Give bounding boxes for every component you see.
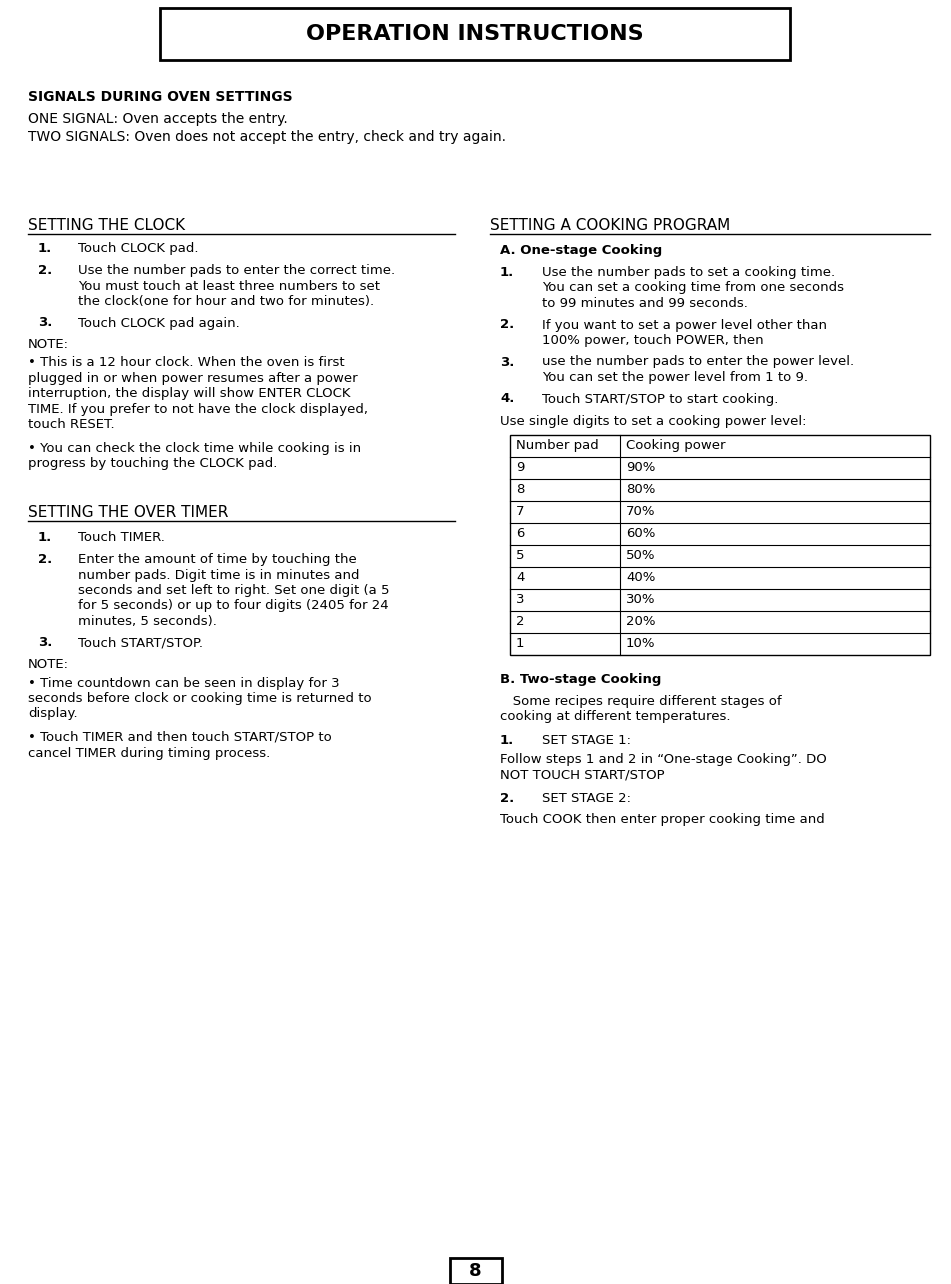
Text: progress by touching the CLOCK pad.: progress by touching the CLOCK pad. (28, 457, 278, 470)
Text: 8: 8 (469, 1262, 482, 1280)
Text: 2.: 2. (38, 553, 52, 566)
Text: 3.: 3. (38, 637, 52, 650)
Text: Use the number pads to enter the correct time.: Use the number pads to enter the correct… (78, 265, 395, 277)
Text: NOTE:: NOTE: (28, 339, 69, 352)
Text: 80%: 80% (626, 483, 655, 496)
Text: to 99 minutes and 99 seconds.: to 99 minutes and 99 seconds. (542, 297, 747, 309)
Text: A. One-stage Cooking: A. One-stage Cooking (500, 244, 662, 257)
Text: • You can check the clock time while cooking is in: • You can check the clock time while coo… (28, 442, 361, 455)
Text: 5: 5 (516, 550, 525, 562)
Text: cooking at different temperatures.: cooking at different temperatures. (500, 710, 730, 723)
Text: plugged in or when power resumes after a power: plugged in or when power resumes after a… (28, 372, 358, 385)
Text: If you want to set a power level other than: If you want to set a power level other t… (542, 318, 827, 331)
Text: 40%: 40% (626, 571, 655, 584)
Text: interruption, the display will show ENTER CLOCK: interruption, the display will show ENTE… (28, 388, 351, 401)
Text: TIME. If you prefer to not have the clock displayed,: TIME. If you prefer to not have the cloc… (28, 403, 368, 416)
Text: 7: 7 (516, 505, 525, 517)
Text: 100% power, touch POWER, then: 100% power, touch POWER, then (542, 334, 764, 347)
Text: 4: 4 (516, 571, 524, 584)
Text: 1.: 1. (500, 266, 514, 279)
Text: seconds and set left to right. Set one digit (a 5: seconds and set left to right. Set one d… (78, 584, 390, 597)
Text: for 5 seconds) or up to four digits (2405 for 24: for 5 seconds) or up to four digits (240… (78, 600, 389, 612)
Text: 1.: 1. (38, 532, 52, 544)
Text: 6: 6 (516, 526, 524, 541)
Text: Use the number pads to set a cooking time.: Use the number pads to set a cooking tim… (542, 266, 835, 279)
Bar (160, 8, 790, 60)
Text: Touch START/STOP to start cooking.: Touch START/STOP to start cooking. (542, 393, 778, 406)
Text: SETTING A COOKING PROGRAM: SETTING A COOKING PROGRAM (490, 218, 730, 232)
Text: Touch START/STOP.: Touch START/STOP. (78, 637, 203, 650)
Text: 50%: 50% (626, 550, 655, 562)
Bar (510, 434, 930, 655)
Text: Cooking power: Cooking power (626, 439, 726, 452)
Text: 3: 3 (516, 593, 525, 606)
Text: Some recipes require different stages of: Some recipes require different stages of (500, 695, 782, 707)
Text: You can set a cooking time from one seconds: You can set a cooking time from one seco… (542, 281, 844, 294)
Text: • This is a 12 hour clock. When the oven is first: • This is a 12 hour clock. When the oven… (28, 357, 344, 370)
Text: Touch TIMER.: Touch TIMER. (78, 532, 165, 544)
Text: Enter the amount of time by touching the: Enter the amount of time by touching the (78, 553, 357, 566)
Text: 1.: 1. (500, 733, 514, 746)
Text: 70%: 70% (626, 505, 655, 517)
Text: 3.: 3. (500, 356, 514, 369)
Text: seconds before clock or cooking time is returned to: seconds before clock or cooking time is … (28, 692, 372, 705)
Text: • Time countdown can be seen in display for 3: • Time countdown can be seen in display … (28, 677, 340, 690)
Text: the clock(one for hour and two for minutes).: the clock(one for hour and two for minut… (78, 295, 374, 308)
Text: SETTING THE OVER TIMER: SETTING THE OVER TIMER (28, 505, 228, 520)
Text: 2.: 2. (500, 792, 514, 805)
Text: 90%: 90% (626, 461, 655, 474)
Text: display.: display. (28, 707, 78, 720)
Text: touch RESET.: touch RESET. (28, 419, 115, 431)
Text: 20%: 20% (626, 615, 655, 628)
Text: You must touch at least three numbers to set: You must touch at least three numbers to… (78, 280, 380, 293)
Text: TWO SIGNALS: Oven does not accept the entry, check and try again.: TWO SIGNALS: Oven does not accept the en… (28, 130, 506, 144)
Text: 1: 1 (516, 637, 525, 650)
Text: NOTE:: NOTE: (28, 659, 69, 672)
Text: 8: 8 (516, 483, 524, 496)
Bar (450, 1258, 501, 1284)
Text: Use single digits to set a cooking power level:: Use single digits to set a cooking power… (500, 415, 806, 428)
Text: cancel TIMER during timing process.: cancel TIMER during timing process. (28, 746, 270, 760)
Text: Number pad: Number pad (516, 439, 599, 452)
Text: 3.: 3. (38, 316, 52, 330)
Text: NOT TOUCH START/STOP: NOT TOUCH START/STOP (500, 769, 665, 782)
Text: 60%: 60% (626, 526, 655, 541)
Text: 1.: 1. (38, 241, 52, 256)
Text: Touch COOK then enter proper cooking time and: Touch COOK then enter proper cooking tim… (500, 813, 825, 826)
Text: 2: 2 (516, 615, 525, 628)
Text: • Touch TIMER and then touch START/STOP to: • Touch TIMER and then touch START/STOP … (28, 731, 332, 743)
Text: Touch CLOCK pad again.: Touch CLOCK pad again. (78, 316, 240, 330)
Text: 30%: 30% (626, 593, 655, 606)
Text: number pads. Digit time is in minutes and: number pads. Digit time is in minutes an… (78, 569, 359, 582)
Text: minutes, 5 seconds).: minutes, 5 seconds). (78, 615, 217, 628)
Text: SET STAGE 2:: SET STAGE 2: (542, 792, 631, 805)
Text: Follow steps 1 and 2 in “One-stage Cooking”. DO: Follow steps 1 and 2 in “One-stage Cooki… (500, 754, 826, 767)
Text: 9: 9 (516, 461, 524, 474)
Text: 4.: 4. (500, 393, 514, 406)
Text: ONE SIGNAL: Oven accepts the entry.: ONE SIGNAL: Oven accepts the entry. (28, 112, 288, 126)
Text: SIGNALS DURING OVEN SETTINGS: SIGNALS DURING OVEN SETTINGS (28, 90, 293, 104)
Text: SETTING THE CLOCK: SETTING THE CLOCK (28, 218, 185, 232)
Text: SET STAGE 1:: SET STAGE 1: (542, 733, 631, 746)
Text: You can set the power level from 1 to 9.: You can set the power level from 1 to 9. (542, 371, 808, 384)
Text: B. Two-stage Cooking: B. Two-stage Cooking (500, 673, 661, 686)
Text: 2.: 2. (500, 318, 514, 331)
Text: OPERATION INSTRUCTIONS: OPERATION INSTRUCTIONS (306, 24, 644, 44)
Text: Touch CLOCK pad.: Touch CLOCK pad. (78, 241, 199, 256)
Text: use the number pads to enter the power level.: use the number pads to enter the power l… (542, 356, 854, 369)
Text: 10%: 10% (626, 637, 655, 650)
Text: 2.: 2. (38, 265, 52, 277)
